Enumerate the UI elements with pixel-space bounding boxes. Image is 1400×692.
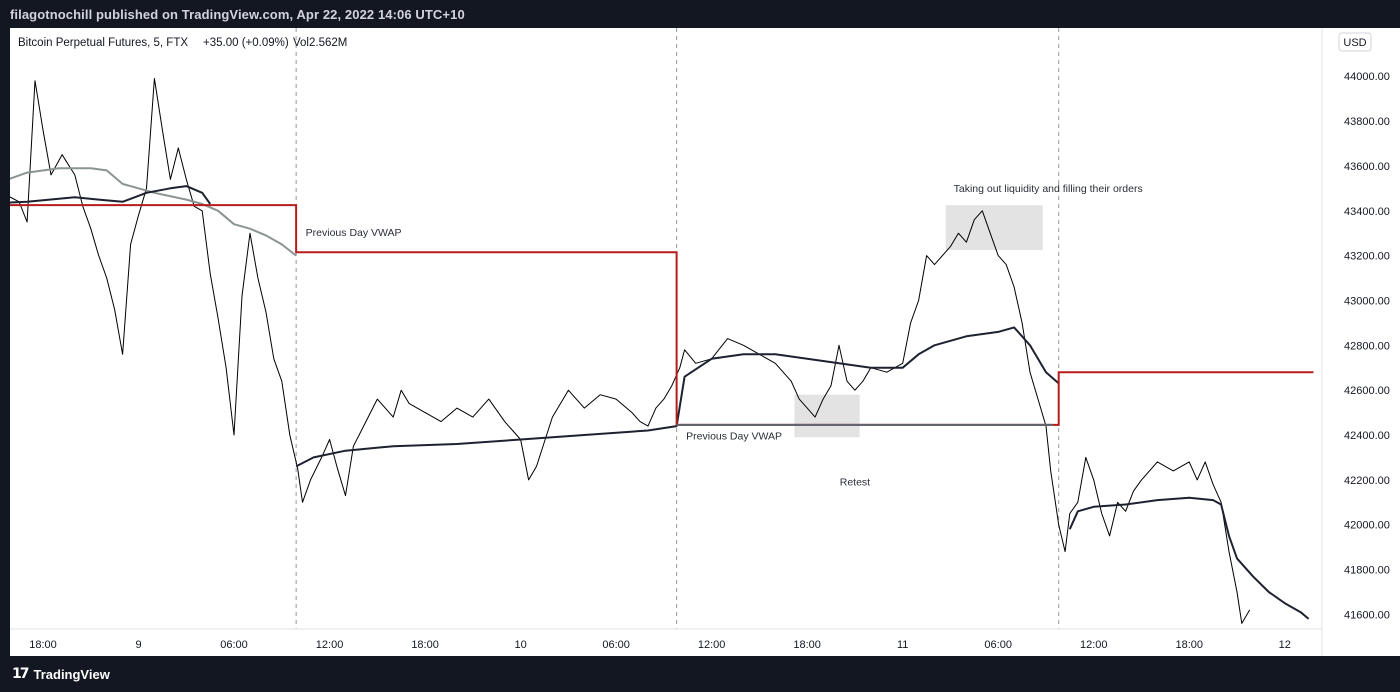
x-tick-label: 12:00 [698,639,726,651]
price-chart[interactable]: Previous Day VWAP Previous Day VWAP Retest… [0,28,1400,656]
legend-symbol: Bitcoin Perpetual Futures, 5, FTX [18,37,188,49]
annotation-label: Previous Day VWAP [306,227,402,239]
publish-info: filagotnochill published on TradingView.… [10,7,465,22]
vwap-grey-line [0,167,297,257]
y-tick-label: 43800.00 [1344,116,1390,128]
currency-label: USD [1343,37,1366,49]
y-tick-label: 42000.00 [1344,520,1390,532]
vwap-dark-line [295,326,1060,468]
vwap-dark-line [0,185,212,205]
x-tick-label: 18:00 [29,639,57,651]
x-tick-label: 9 [135,639,141,651]
highlight-box-retest-zone [794,394,860,438]
legend-change: +35.00 (+0.09%) [203,37,289,49]
y-tick-label: 43000.00 [1344,295,1390,307]
highlight-box-liquidity-zone [945,205,1043,251]
currency-button[interactable]: USD [1338,32,1372,52]
y-tick-label: 42800.00 [1344,340,1390,352]
y-tick-label: 43200.00 [1344,251,1390,263]
y-tick-label: 43600.00 [1344,161,1390,173]
y-tick-label: 42600.00 [1344,385,1390,397]
x-tick-label: 18:00 [411,639,439,651]
vwap-dark-line [1068,496,1310,620]
x-tick-label: 12:00 [1080,639,1108,651]
x-tick-label: 06:00 [984,639,1012,651]
x-tick-label: 06:00 [602,639,630,651]
x-tick-label: 12 [1279,639,1291,651]
bottom-bar: 17 TradingView [0,656,1400,692]
top-bar: filagotnochill published on TradingView.… [0,0,1400,28]
x-tick-label: 10 [514,639,526,651]
annotation-label: Previous Day VWAP [686,431,782,443]
tradingview-brand: TradingView [33,666,110,682]
y-tick-label: 44000.00 [1344,71,1390,83]
x-tick-label: 18:00 [1175,639,1203,651]
x-tick-label: 12:00 [316,639,344,651]
y-tick-label: 41600.00 [1344,609,1390,621]
legend-volume: Vol2.562M [293,37,347,49]
y-tick-label: 42400.00 [1344,430,1390,442]
x-tick-label: 11 [897,639,908,651]
annotation-label: Taking out liquidity and filling their o… [954,183,1143,195]
previous-day-vwap-line [0,204,1314,426]
x-tick-label: 06:00 [220,639,248,651]
x-tick-label: 18:00 [793,639,821,651]
y-tick-label: 43400.00 [1344,206,1390,218]
tradingview-logo-icon: 17 [12,666,30,682]
y-tick-label: 41800.00 [1344,565,1390,577]
y-tick-label: 42200.00 [1344,475,1390,487]
price-line [0,78,1251,624]
chart-frame[interactable]: Previous Day VWAP Previous Day VWAP Retest… [0,28,1400,656]
tradingview-logo[interactable]: 17 TradingView [12,666,110,682]
annotation-label: Retest [840,476,870,488]
